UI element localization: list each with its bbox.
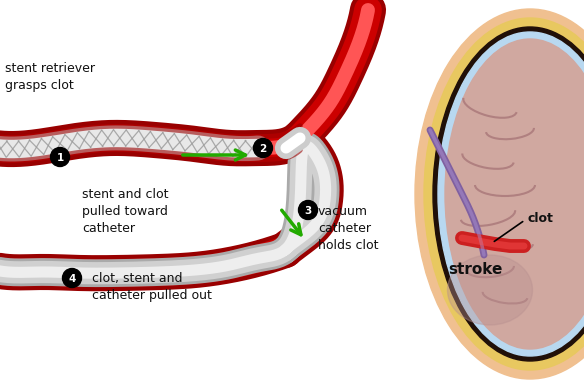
Ellipse shape: [424, 18, 584, 370]
Text: vacuum
catheter
holds clot: vacuum catheter holds clot: [318, 205, 378, 252]
Text: 2: 2: [259, 144, 267, 154]
Circle shape: [253, 138, 273, 158]
Circle shape: [298, 200, 318, 219]
Text: stroke: stroke: [448, 263, 502, 277]
Text: 4: 4: [68, 273, 76, 284]
Ellipse shape: [433, 27, 584, 361]
Ellipse shape: [438, 32, 584, 356]
Text: 1: 1: [57, 152, 64, 163]
Ellipse shape: [445, 39, 584, 349]
Text: clot: clot: [528, 212, 554, 224]
Text: stent and clot
pulled toward
catheter: stent and clot pulled toward catheter: [82, 188, 169, 235]
Ellipse shape: [415, 9, 584, 379]
Text: 3: 3: [304, 205, 312, 216]
Circle shape: [50, 147, 69, 166]
Text: stent retriever
grasps clot: stent retriever grasps clot: [5, 62, 95, 92]
Text: clot, stent and
catheter pulled out: clot, stent and catheter pulled out: [92, 272, 212, 302]
Ellipse shape: [447, 255, 533, 325]
Circle shape: [62, 268, 82, 287]
